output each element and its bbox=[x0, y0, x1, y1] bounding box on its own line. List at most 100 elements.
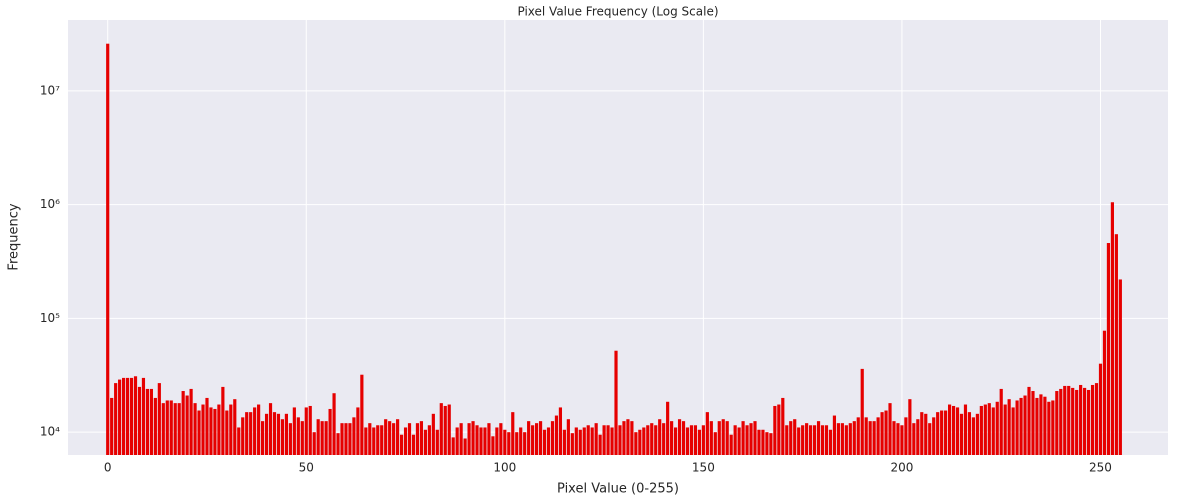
bar bbox=[951, 405, 956, 455]
bar bbox=[987, 403, 991, 455]
bar bbox=[812, 425, 817, 455]
bar bbox=[701, 425, 705, 455]
bar bbox=[809, 425, 813, 455]
bar bbox=[169, 400, 173, 455]
bar bbox=[602, 425, 606, 455]
bar bbox=[725, 421, 729, 455]
bar bbox=[542, 429, 547, 455]
bar bbox=[137, 386, 142, 455]
bar bbox=[538, 421, 543, 455]
bar bbox=[173, 403, 177, 455]
bar bbox=[860, 368, 864, 455]
bar bbox=[1075, 389, 1079, 455]
bar bbox=[340, 423, 344, 455]
bar bbox=[944, 410, 948, 455]
bar bbox=[356, 407, 360, 455]
y-tick-label: 10⁴ bbox=[40, 425, 60, 439]
bar bbox=[995, 401, 999, 455]
bar bbox=[376, 425, 380, 455]
bar bbox=[904, 417, 908, 455]
x-tick-label: 150 bbox=[692, 461, 715, 475]
bar bbox=[574, 427, 578, 455]
bar bbox=[1090, 384, 1095, 455]
bar bbox=[396, 419, 400, 455]
bar bbox=[610, 427, 614, 455]
bar bbox=[876, 417, 880, 455]
bar bbox=[554, 415, 559, 455]
bar bbox=[161, 403, 165, 455]
bar bbox=[852, 421, 856, 455]
bar bbox=[888, 403, 892, 455]
bar bbox=[709, 421, 713, 455]
bar bbox=[1071, 387, 1075, 455]
bar bbox=[983, 404, 987, 455]
bar bbox=[435, 429, 439, 455]
x-tick-label: 0 bbox=[104, 461, 112, 475]
bar bbox=[1118, 279, 1122, 455]
bar bbox=[535, 423, 539, 455]
bar bbox=[344, 423, 348, 455]
bar bbox=[1019, 397, 1023, 455]
bar bbox=[959, 413, 964, 455]
bar bbox=[955, 407, 960, 455]
bar bbox=[229, 404, 233, 455]
bar bbox=[840, 423, 844, 455]
bar bbox=[507, 432, 511, 455]
bar bbox=[761, 429, 765, 455]
bar bbox=[805, 423, 809, 455]
bar bbox=[165, 400, 169, 455]
bar bbox=[280, 419, 285, 455]
bar bbox=[832, 415, 837, 455]
bar bbox=[308, 405, 312, 455]
bar bbox=[177, 403, 181, 455]
bar bbox=[141, 377, 146, 455]
bar bbox=[582, 427, 586, 455]
bar bbox=[940, 410, 944, 455]
x-tick-label: 250 bbox=[1089, 461, 1112, 475]
bar bbox=[689, 425, 694, 455]
bar bbox=[801, 425, 805, 455]
bar bbox=[975, 413, 979, 455]
bar bbox=[785, 425, 789, 455]
bar bbox=[1059, 388, 1063, 455]
bar bbox=[558, 407, 563, 455]
bar bbox=[586, 425, 590, 455]
bar bbox=[475, 425, 479, 455]
bar bbox=[1047, 401, 1051, 455]
y-tick-label: 10⁷ bbox=[40, 83, 60, 97]
bar bbox=[999, 388, 1003, 455]
bar bbox=[1035, 397, 1039, 455]
bar bbox=[197, 410, 201, 455]
bar bbox=[336, 433, 340, 455]
bar bbox=[932, 417, 936, 455]
bar bbox=[209, 407, 213, 455]
bar bbox=[253, 407, 257, 455]
bar bbox=[439, 403, 443, 455]
bar bbox=[153, 397, 157, 455]
bar bbox=[928, 423, 932, 455]
bar bbox=[114, 383, 118, 455]
bar bbox=[328, 408, 332, 455]
bar bbox=[868, 421, 872, 455]
bar bbox=[292, 407, 296, 455]
bar bbox=[646, 425, 650, 455]
bar bbox=[650, 423, 654, 455]
bar bbox=[145, 388, 150, 455]
bar bbox=[717, 421, 721, 455]
bar bbox=[225, 410, 229, 455]
bar bbox=[368, 423, 372, 455]
bar bbox=[384, 419, 388, 455]
plot-background bbox=[68, 20, 1168, 455]
bar bbox=[324, 421, 328, 455]
bar bbox=[1023, 395, 1027, 455]
bar bbox=[122, 377, 126, 455]
bar bbox=[749, 423, 753, 455]
bar bbox=[769, 433, 773, 455]
bar bbox=[733, 425, 737, 455]
bar bbox=[872, 421, 876, 455]
bar bbox=[594, 423, 598, 455]
bar bbox=[1098, 363, 1103, 455]
bar bbox=[264, 413, 269, 455]
bar bbox=[662, 423, 666, 455]
bar bbox=[455, 427, 459, 455]
